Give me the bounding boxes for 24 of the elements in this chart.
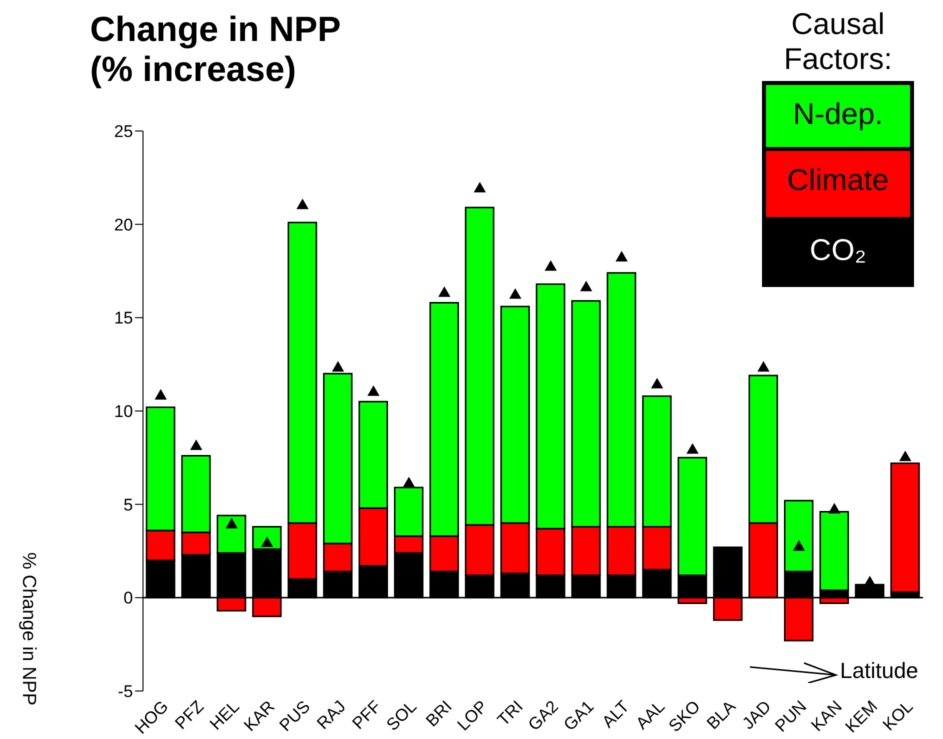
x-tick-label: JAD xyxy=(738,696,775,734)
legend-title: Causal Factors: xyxy=(782,8,894,77)
y-axis-title: % Change in NPP xyxy=(17,551,39,708)
x-tick-label: SOL xyxy=(382,696,420,734)
x-tick-label: BLA xyxy=(703,696,740,734)
y-tick-label: 0 xyxy=(124,588,133,608)
x-tick-label: KOL xyxy=(879,696,917,734)
x-tick-label: GA2 xyxy=(524,696,562,734)
legend-label: Climate xyxy=(787,164,889,197)
x-tick-label: AAL xyxy=(632,696,668,734)
y-tick-label: -5 xyxy=(118,682,133,702)
legend-label: CO₂ xyxy=(810,234,866,267)
y-tick-label: 25 xyxy=(114,122,133,142)
x-tick-label: GA1 xyxy=(560,696,598,734)
y-tick-label: 5 xyxy=(124,495,133,514)
annotation: Latitude xyxy=(840,658,918,684)
y-tick-label: 15 xyxy=(114,308,133,328)
x-tick-label: BRI xyxy=(422,696,456,730)
y-tick-label: 10 xyxy=(114,402,133,422)
y-tick-label: 20 xyxy=(114,215,133,234)
text: N-dep. xyxy=(792,98,884,131)
x-tick-label: HEL xyxy=(206,696,243,734)
chart-title: Change in NPP (% increase) xyxy=(90,10,341,90)
x-tick-label: TRI xyxy=(494,696,527,730)
